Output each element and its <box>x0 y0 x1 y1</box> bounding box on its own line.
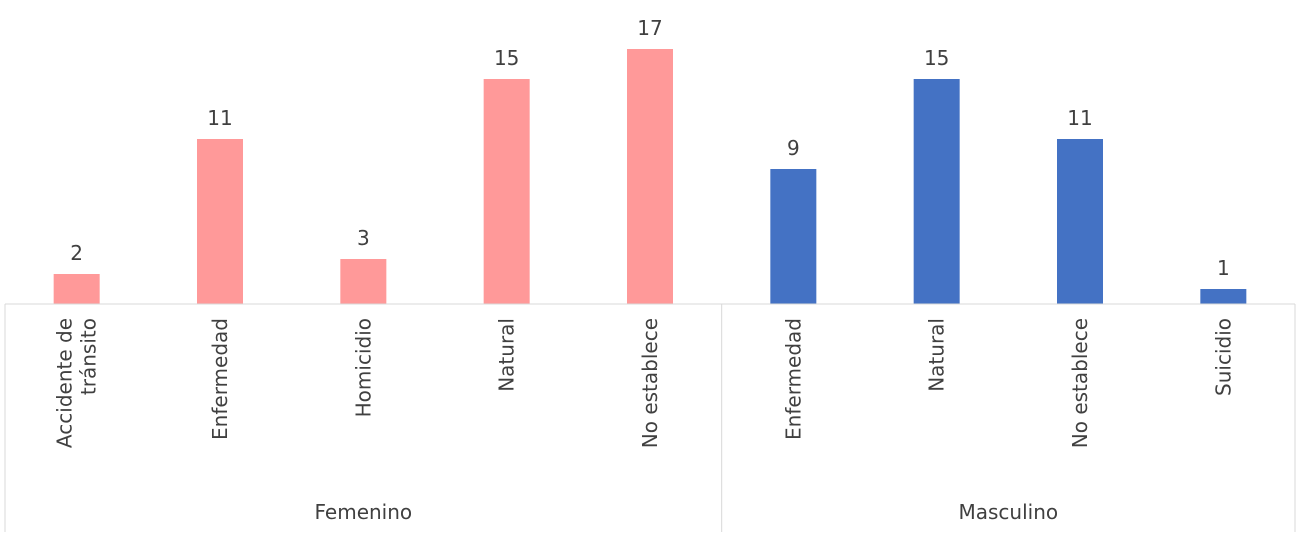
category-label-line: Suicidio <box>1211 318 1235 396</box>
value-label: 1 <box>1217 256 1230 280</box>
group-label: Masculino <box>959 500 1059 524</box>
bar <box>1057 139 1103 304</box>
category-label: Natural <box>495 318 519 392</box>
bar <box>340 259 387 304</box>
bar <box>53 274 100 304</box>
category-label-line: No establece <box>1068 318 1092 448</box>
category-axis <box>4 303 1296 532</box>
category-label-line: Enfermedad <box>208 318 232 440</box>
value-label: 2 <box>70 241 83 265</box>
category-label: No establece <box>638 318 662 448</box>
category-label: Homicidio <box>351 318 375 417</box>
bar <box>770 169 817 304</box>
category-labels-layer: Accidente detránsito Enfermedad Homicidio N… <box>53 318 1236 448</box>
category-label: Accidente detránsito <box>53 318 101 448</box>
group-label: Femenino <box>315 500 413 524</box>
value-label: 15 <box>494 46 519 70</box>
value-label: 17 <box>637 16 662 40</box>
bar <box>1200 289 1247 304</box>
bar <box>197 139 243 304</box>
value-label: 9 <box>787 136 800 160</box>
category-label-line: No establece <box>638 318 662 448</box>
category-label: Suicidio <box>1211 318 1235 396</box>
value-label: 11 <box>207 106 232 130</box>
category-label-line: tránsito <box>77 318 101 395</box>
category-label-line: Accidente de <box>53 318 77 448</box>
bar <box>913 79 960 304</box>
category-label: No establece <box>1068 318 1092 448</box>
bar <box>627 49 673 304</box>
value-label: 15 <box>924 46 949 70</box>
group-labels-layer: Femenino Masculino <box>315 500 1059 524</box>
bars-layer <box>53 49 1247 304</box>
value-label: 3 <box>357 226 370 250</box>
category-label-line: Enfermedad <box>781 318 805 440</box>
value-label: 11 <box>1067 106 1092 130</box>
category-label-line: Natural <box>925 318 949 392</box>
category-label-line: Natural <box>495 318 519 392</box>
category-label: Enfermedad <box>781 318 805 440</box>
bar <box>483 79 530 304</box>
category-label: Enfermedad <box>208 318 232 440</box>
category-label-line: Homicidio <box>351 318 375 417</box>
category-label: Natural <box>925 318 949 392</box>
